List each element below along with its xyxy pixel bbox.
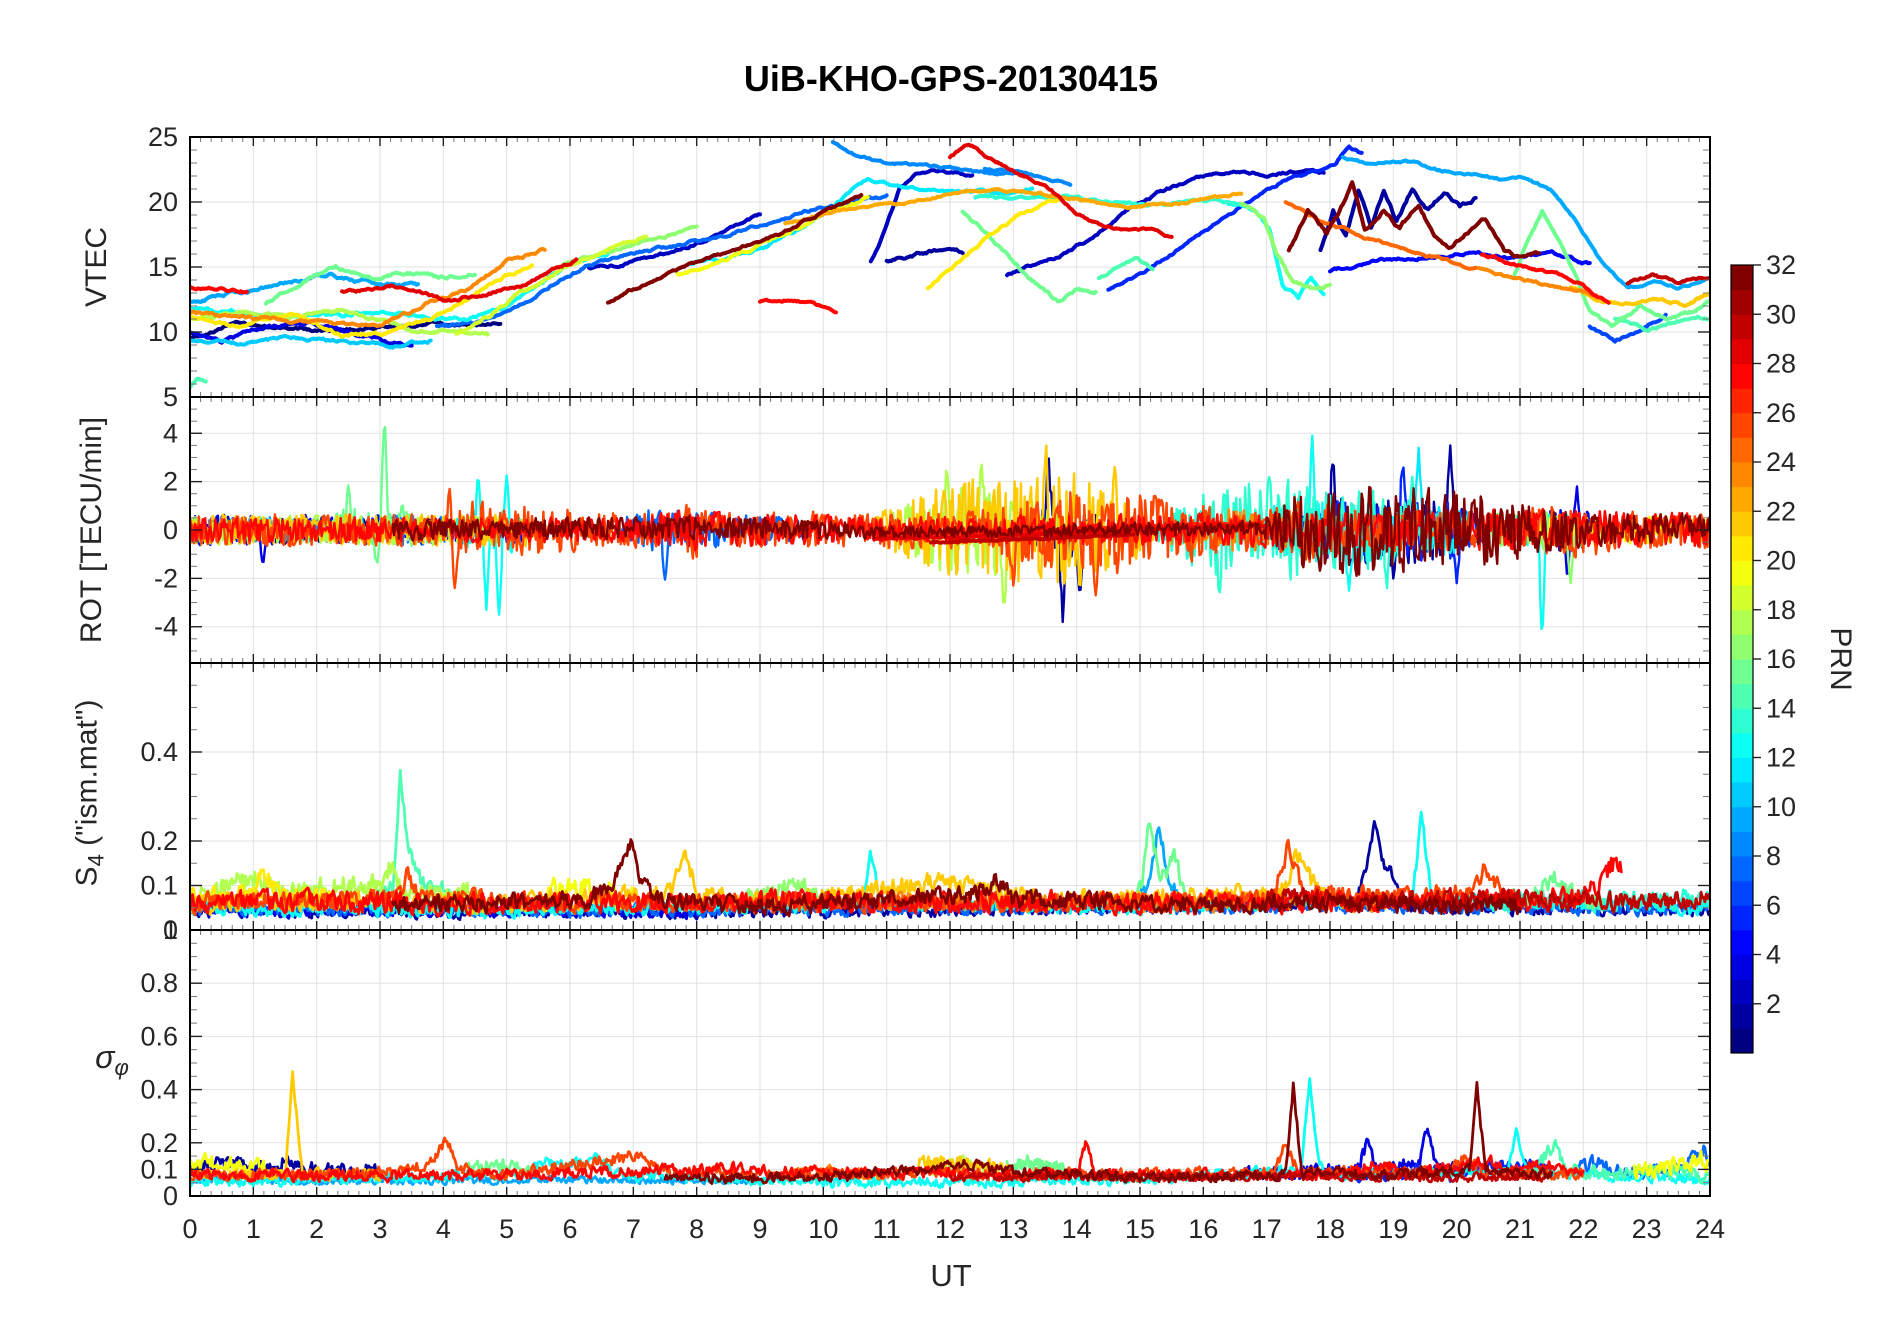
svg-text:4: 4 bbox=[163, 418, 178, 448]
svg-text:2: 2 bbox=[163, 467, 178, 497]
colorbar-label-prn: PRN bbox=[1823, 627, 1857, 690]
svg-text:16: 16 bbox=[1188, 1214, 1218, 1244]
svg-text:0: 0 bbox=[182, 1214, 197, 1244]
ylabel-rot-text: ROT [TECU/min] bbox=[75, 416, 108, 644]
figure-title: UiB-KHO-GPS-20130415 bbox=[743, 58, 1159, 99]
ylabel-sigma-sub: φ bbox=[114, 1055, 129, 1081]
svg-text:0.4: 0.4 bbox=[140, 737, 178, 767]
svg-text:16: 16 bbox=[1766, 644, 1796, 674]
svg-text:26: 26 bbox=[1766, 398, 1796, 428]
ylabel-s4-sub: 4 bbox=[83, 854, 109, 867]
svg-text:22: 22 bbox=[1568, 1214, 1598, 1244]
svg-text:2: 2 bbox=[1766, 989, 1781, 1019]
svg-text:0.2: 0.2 bbox=[140, 826, 178, 856]
svg-text:0.1: 0.1 bbox=[140, 871, 178, 901]
svg-text:30: 30 bbox=[1766, 299, 1796, 329]
svg-text:32: 32 bbox=[1766, 250, 1796, 280]
ylabel-s4: S4 ("ism.mat") bbox=[71, 700, 110, 887]
xlabel-ut: UT bbox=[930, 1258, 972, 1293]
svg-text:0: 0 bbox=[163, 1181, 178, 1211]
svg-text:1: 1 bbox=[246, 1214, 261, 1244]
svg-text:12: 12 bbox=[935, 1214, 965, 1244]
svg-text:0.4: 0.4 bbox=[140, 1075, 178, 1105]
svg-text:-4: -4 bbox=[154, 612, 178, 642]
svg-text:0.2: 0.2 bbox=[140, 1128, 178, 1158]
svg-text:19: 19 bbox=[1378, 1214, 1408, 1244]
svg-text:11: 11 bbox=[873, 1214, 901, 1244]
svg-text:4: 4 bbox=[1766, 940, 1781, 970]
svg-text:23: 23 bbox=[1632, 1214, 1662, 1244]
svg-text:8: 8 bbox=[1766, 841, 1781, 871]
svg-text:0.8: 0.8 bbox=[140, 968, 178, 998]
svg-text:10: 10 bbox=[148, 317, 178, 347]
svg-text:0: 0 bbox=[163, 515, 178, 545]
svg-text:28: 28 bbox=[1766, 349, 1796, 379]
svg-text:15: 15 bbox=[1125, 1214, 1155, 1244]
svg-text:8: 8 bbox=[689, 1214, 704, 1244]
ylabel-rot: ROT [TECU/min] bbox=[75, 417, 109, 643]
svg-text:20: 20 bbox=[1442, 1214, 1472, 1244]
svg-text:17: 17 bbox=[1252, 1214, 1282, 1244]
svg-text:22: 22 bbox=[1766, 496, 1796, 526]
svg-text:14: 14 bbox=[1766, 693, 1796, 723]
svg-text:20: 20 bbox=[148, 187, 178, 217]
svg-text:12: 12 bbox=[1766, 743, 1796, 773]
ylabel-sigma-phi: σφ bbox=[95, 1039, 129, 1081]
svg-text:0.1: 0.1 bbox=[140, 1154, 178, 1184]
ylabel-vtec-text: VTEC bbox=[80, 226, 113, 308]
ylabel-s4-post: ("ism.mat") bbox=[70, 699, 104, 855]
svg-text:2: 2 bbox=[309, 1214, 324, 1244]
svg-text:6: 6 bbox=[562, 1214, 577, 1244]
svg-text:5: 5 bbox=[163, 382, 178, 412]
svg-text:3: 3 bbox=[372, 1214, 387, 1244]
ylabel-s4-base: S bbox=[70, 866, 104, 887]
svg-text:18: 18 bbox=[1315, 1214, 1345, 1244]
svg-text:5: 5 bbox=[499, 1214, 514, 1244]
ylabel-vtec: VTEC bbox=[80, 227, 114, 307]
svg-text:0: 0 bbox=[163, 915, 178, 945]
svg-text:0.6: 0.6 bbox=[140, 1021, 178, 1051]
svg-text:25: 25 bbox=[148, 122, 178, 152]
svg-text:1: 1 bbox=[163, 915, 178, 945]
svg-text:7: 7 bbox=[626, 1214, 641, 1244]
svg-text:18: 18 bbox=[1766, 595, 1796, 625]
svg-text:10: 10 bbox=[808, 1214, 838, 1244]
svg-text:15: 15 bbox=[148, 252, 178, 282]
svg-text:-2: -2 bbox=[154, 563, 178, 593]
svg-text:10: 10 bbox=[1766, 792, 1796, 822]
svg-text:13: 13 bbox=[998, 1214, 1028, 1244]
ylabel-sigma-base: σ bbox=[95, 1038, 115, 1075]
svg-text:6: 6 bbox=[1766, 890, 1781, 920]
colorbar-label-text: PRN bbox=[1824, 627, 1857, 691]
svg-text:24: 24 bbox=[1766, 447, 1796, 477]
svg-text:9: 9 bbox=[752, 1214, 767, 1244]
svg-text:24: 24 bbox=[1695, 1214, 1725, 1244]
svg-text:20: 20 bbox=[1766, 546, 1796, 576]
svg-text:4: 4 bbox=[436, 1214, 451, 1244]
svg-text:21: 21 bbox=[1505, 1214, 1535, 1244]
svg-text:14: 14 bbox=[1062, 1214, 1092, 1244]
